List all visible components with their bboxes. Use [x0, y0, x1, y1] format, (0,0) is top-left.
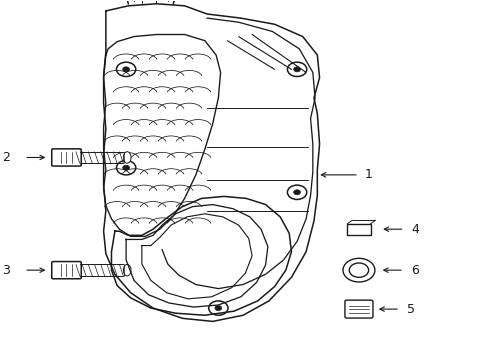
Circle shape — [215, 306, 221, 311]
Circle shape — [122, 67, 129, 72]
FancyBboxPatch shape — [344, 300, 372, 318]
Ellipse shape — [123, 265, 131, 276]
Text: 1: 1 — [364, 168, 372, 181]
FancyBboxPatch shape — [346, 224, 370, 235]
FancyBboxPatch shape — [52, 262, 81, 279]
Circle shape — [122, 165, 129, 170]
Text: 6: 6 — [410, 264, 418, 277]
Text: 4: 4 — [411, 223, 419, 236]
Text: 5: 5 — [407, 303, 414, 316]
FancyBboxPatch shape — [52, 149, 81, 166]
Ellipse shape — [123, 152, 131, 163]
Text: 3: 3 — [2, 264, 10, 277]
Circle shape — [293, 190, 300, 195]
Circle shape — [293, 67, 300, 72]
Text: 2: 2 — [2, 151, 10, 164]
